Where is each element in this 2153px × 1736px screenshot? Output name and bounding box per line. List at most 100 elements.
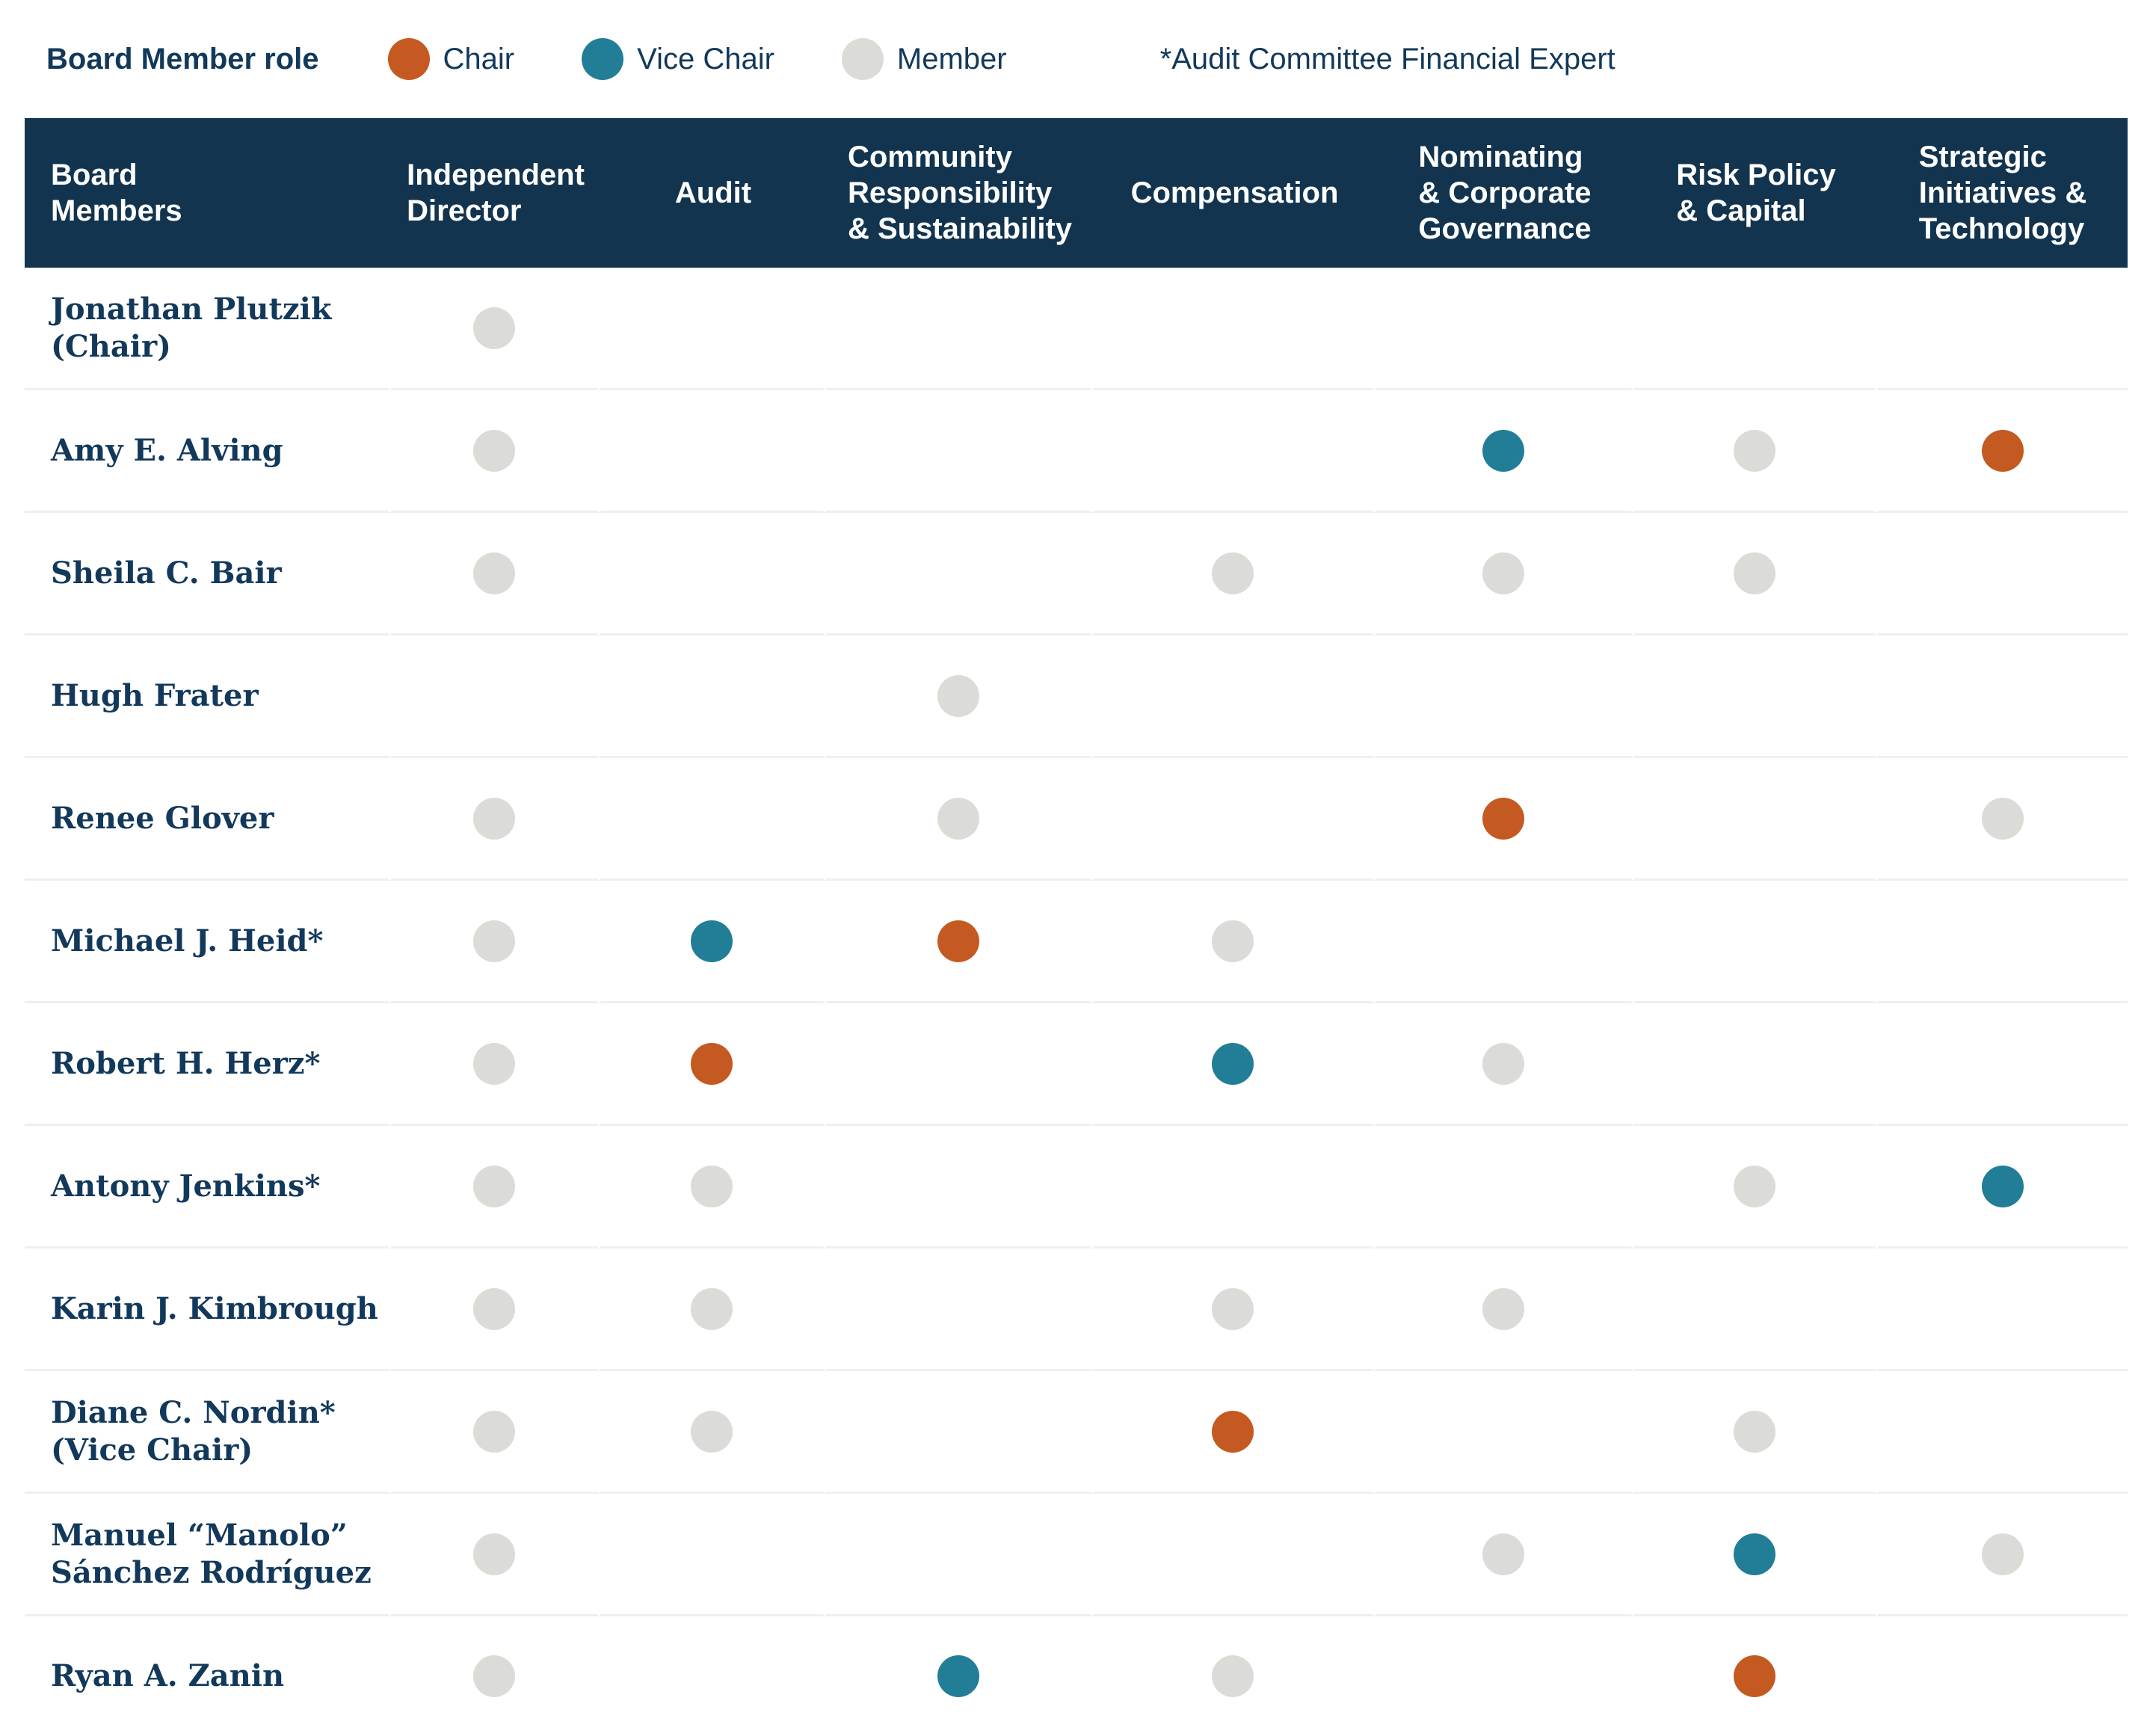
cell-strategic-initiatives-technology <box>1878 1494 2128 1616</box>
member-dot <box>841 38 884 80</box>
cell-strategic-initiatives-technology <box>1878 513 2128 635</box>
member-dot <box>472 1655 515 1697</box>
member-dot <box>1982 1533 2024 1575</box>
cell-audit <box>600 268 826 390</box>
cell-community-responsibility-sustainability <box>826 1003 1094 1126</box>
cell-audit <box>600 1249 826 1371</box>
cell-audit <box>600 635 826 758</box>
cell-community-responsibility-sustainability <box>826 1126 1094 1249</box>
cell-community-responsibility-sustainability <box>826 390 1094 513</box>
cell-independent-director <box>391 268 600 390</box>
table-row: Renee Glover <box>25 758 2128 881</box>
legend-items: Chair Vice Chair Member <box>387 38 1074 80</box>
member-dot <box>1212 920 1254 962</box>
cell-risk-policy-capital <box>1634 1371 1878 1494</box>
legend-item-chair: Chair <box>387 38 514 80</box>
column-header-community-responsibility-sustainability: Community Responsibility & Sustainabilit… <box>826 118 1094 268</box>
member-name: Michael J. Heid* <box>25 881 391 1003</box>
cell-independent-director <box>391 1249 600 1371</box>
member-dot <box>472 429 515 472</box>
column-header-independent-director: Independent Director <box>391 118 600 268</box>
cell-strategic-initiatives-technology <box>1878 1616 2128 1736</box>
column-header-strategic-initiatives-technology: Strategic Initiatives & Technology <box>1878 118 2128 268</box>
legend-item-label: Vice Chair <box>637 42 774 76</box>
column-header-label: Independent Director <box>407 158 585 227</box>
cell-independent-director <box>391 1371 600 1494</box>
cell-community-responsibility-sustainability <box>826 881 1094 1003</box>
cell-risk-policy-capital <box>1634 1494 1878 1616</box>
cell-audit <box>600 881 826 1003</box>
cell-independent-director <box>391 1494 600 1616</box>
member-dot <box>1733 1410 1775 1453</box>
member-dot <box>472 307 515 349</box>
member-dot <box>1212 552 1254 594</box>
table-row: Sheila C. Bair <box>25 513 2128 635</box>
member-dot <box>472 552 515 594</box>
cell-risk-policy-capital <box>1634 1003 1878 1126</box>
cell-strategic-initiatives-technology <box>1878 1126 2128 1249</box>
legend-item-vice-chair: Vice Chair <box>582 38 774 80</box>
chair-dot <box>1733 1655 1775 1697</box>
member-name: Hugh Frater <box>25 635 391 758</box>
cell-community-responsibility-sustainability <box>826 1371 1094 1494</box>
table-header-row: Board Members Independent Director Audit Co… <box>25 118 2128 268</box>
cell-compensation <box>1094 1616 1376 1736</box>
cell-compensation <box>1094 1371 1376 1494</box>
cell-community-responsibility-sustainability <box>826 1249 1094 1371</box>
cell-audit <box>600 758 826 881</box>
cell-compensation <box>1094 1249 1376 1371</box>
legend-note: *Audit Committee Financial Expert <box>1159 42 1615 76</box>
member-dot <box>937 674 979 717</box>
chair-dot <box>387 38 430 80</box>
cell-nominating-corporate-governance <box>1376 1616 1634 1736</box>
cell-community-responsibility-sustainability <box>826 268 1094 390</box>
member-name: Robert H. Herz* <box>25 1003 391 1126</box>
cell-nominating-corporate-governance <box>1376 268 1634 390</box>
cell-independent-director <box>391 513 600 635</box>
cell-compensation <box>1094 635 1376 758</box>
column-header-nominating-corporate-governance: Nominating & Corporate Governance <box>1376 118 1634 268</box>
cell-audit <box>600 1494 826 1616</box>
cell-strategic-initiatives-technology <box>1878 1003 2128 1126</box>
cell-compensation <box>1094 390 1376 513</box>
vice-chair-dot <box>937 1655 979 1697</box>
chair-dot <box>1482 797 1524 840</box>
table-row: Karin J. Kimbrough <box>25 1249 2128 1371</box>
member-name: Diane C. Nordin* (Vice Chair) <box>25 1371 391 1494</box>
member-name: Ryan A. Zanin <box>25 1616 391 1736</box>
member-dot <box>1482 1533 1524 1575</box>
vice-chair-dot <box>1733 1533 1775 1575</box>
table-row: Michael J. Heid* <box>25 881 2128 1003</box>
member-dot <box>937 797 979 840</box>
cell-independent-director <box>391 1126 600 1249</box>
cell-risk-policy-capital <box>1634 1126 1878 1249</box>
cell-risk-policy-capital <box>1634 390 1878 513</box>
cell-nominating-corporate-governance <box>1376 1003 1634 1126</box>
member-dot <box>1733 429 1775 472</box>
member-dot <box>1733 552 1775 594</box>
cell-independent-director <box>391 1003 600 1126</box>
cell-nominating-corporate-governance <box>1376 1371 1634 1494</box>
cell-audit <box>600 1003 826 1126</box>
cell-audit <box>600 1616 826 1736</box>
member-name: Jonathan Plutzik (Chair) <box>25 268 391 390</box>
member-dot <box>690 1287 733 1330</box>
cell-nominating-corporate-governance <box>1376 390 1634 513</box>
table-row: Jonathan Plutzik (Chair) <box>25 268 2128 390</box>
cell-compensation <box>1094 513 1376 635</box>
cell-compensation <box>1094 1126 1376 1249</box>
member-dot <box>690 1410 733 1453</box>
table-row: Hugh Frater <box>25 635 2128 758</box>
column-header-label: Nominating & Corporate Governance <box>1418 141 1592 245</box>
cell-strategic-initiatives-technology <box>1878 635 2128 758</box>
table-row: Manuel “Manolo” Sánchez Rodríguez <box>25 1494 2128 1616</box>
legend-item-label: Member <box>896 42 1007 76</box>
cell-risk-policy-capital <box>1634 758 1878 881</box>
member-name: Sheila C. Bair <box>25 513 391 635</box>
column-header-label: Risk Policy & Capital <box>1676 158 1836 227</box>
column-header-label: Strategic Initiatives & Technology <box>1918 141 2087 245</box>
cell-strategic-initiatives-technology <box>1878 1371 2128 1494</box>
chair-dot <box>1212 1410 1254 1453</box>
cell-nominating-corporate-governance <box>1376 758 1634 881</box>
member-dot <box>472 797 515 840</box>
